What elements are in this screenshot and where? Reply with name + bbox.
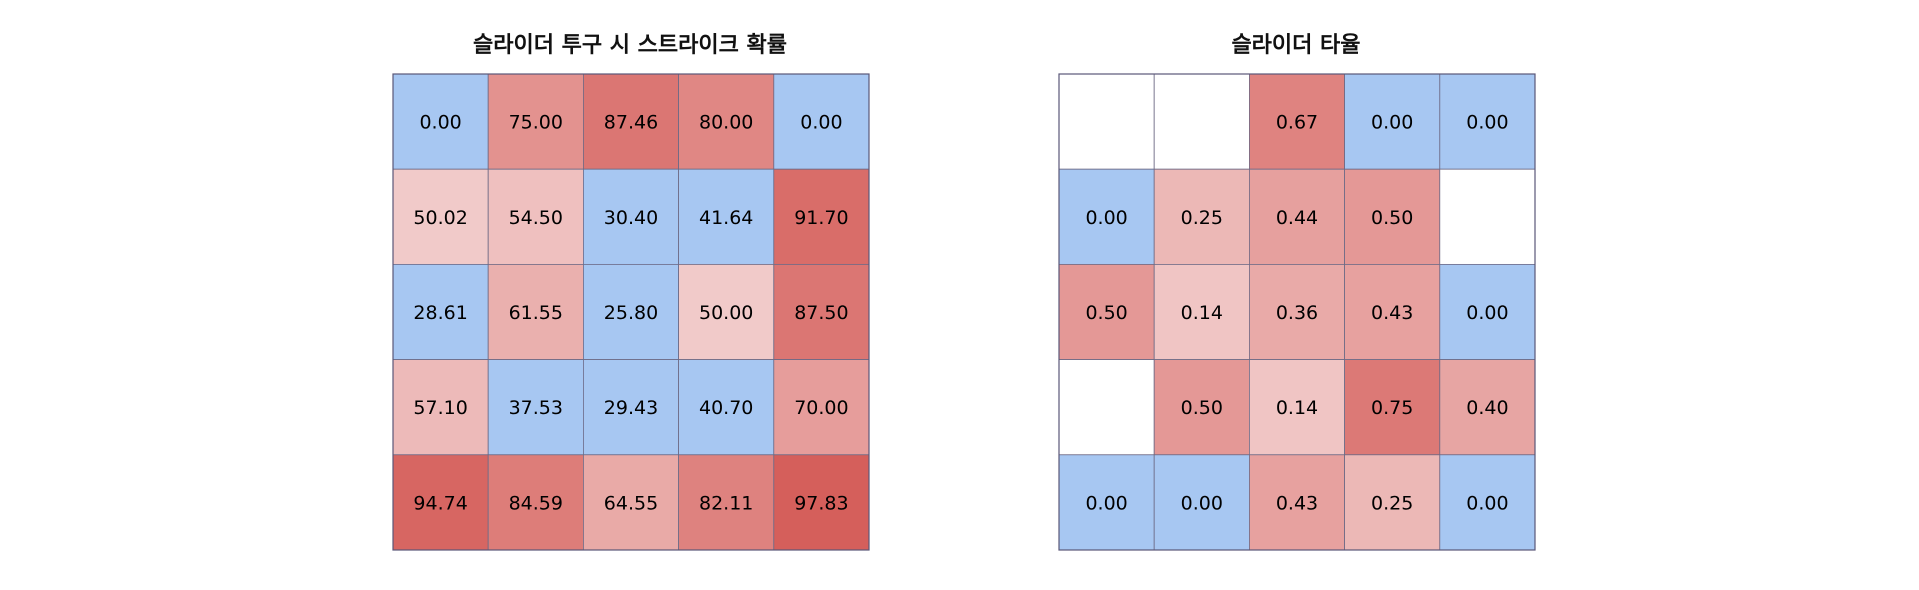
heatmap-cell-r3-c4 <box>773 359 870 456</box>
chart-title-strike-probability: 슬라이더 투구 시 스트라이크 확률 <box>473 33 787 58</box>
heatmap-cell-r1-c2 <box>1249 168 1346 265</box>
heatmap-cell-r2-c1 <box>487 263 584 360</box>
heatmap-cells: 0.00 75.00 87.46 80.00 0.00 50.02 54.50 30.40 41… <box>392 73 870 551</box>
cell-value-label-r4-c0: 94.74 <box>413 492 467 514</box>
cell-value-label-r4-c4: 0.00 <box>1466 492 1508 514</box>
cell-value-label-r0-c2: 87.46 <box>604 112 658 134</box>
cell-value-label-r3-c3: 0.75 <box>1371 397 1413 419</box>
heatmap-cell-r4-c4 <box>1439 454 1536 551</box>
heatmap-cell-r2-c3 <box>678 263 775 360</box>
cell-value-label-r1-c3: 0.50 <box>1371 207 1413 229</box>
cell-value-label-r2-c0: 0.50 <box>1085 302 1127 324</box>
cell-value-label-r2-c4: 87.50 <box>794 302 848 324</box>
cell-value-label-r0-c3: 0.00 <box>1371 112 1413 134</box>
cell-value-label-r4-c2: 64.55 <box>604 492 658 514</box>
cell-value-label-r0-c3: 80.00 <box>699 112 753 134</box>
chart-title-batting-average: 슬라이더 타율 <box>1231 33 1360 58</box>
heatmap-cell-r1-c4 <box>1439 168 1536 265</box>
heatmap-cell-r4-c0 <box>392 454 489 551</box>
cell-value-label-r4-c1: 84.59 <box>509 492 563 514</box>
heatmap-cell-r0-c1 <box>487 73 584 170</box>
heatmap-cell-r1-c3 <box>1344 168 1441 265</box>
cell-value-label-r1-c0: 50.02 <box>413 207 467 229</box>
heatmap-cell-r1-c0 <box>392 168 489 265</box>
heatmap-cell-r0-c4 <box>1439 73 1536 170</box>
heatmap-cell-r3-c0 <box>1058 359 1155 456</box>
heatmap-cell-r0-c3 <box>678 73 775 170</box>
cell-value-label-r2-c0: 28.61 <box>413 302 467 324</box>
heatmap-cell-r3-c4 <box>1439 359 1536 456</box>
cell-value-label-r2-c2: 25.80 <box>604 302 658 324</box>
cell-value-label-r1-c1: 54.50 <box>509 207 563 229</box>
cell-value-label-r2-c3: 0.43 <box>1371 302 1413 324</box>
heatmap-cell-r2-c2 <box>583 263 680 360</box>
cell-value-label-r0-c0: 0.00 <box>419 112 461 134</box>
cell-value-label-r0-c2: 0.67 <box>1276 112 1318 134</box>
heatmap-cell-r2-c2 <box>1249 263 1346 360</box>
heatmap-cell-r3-c3 <box>1344 359 1441 456</box>
heatmap-cell-r4-c1 <box>487 454 584 551</box>
heatmap-cell-r3-c1 <box>487 359 584 456</box>
cell-value-label-r3-c2: 0.14 <box>1276 397 1318 419</box>
cell-value-label-r1-c2: 30.40 <box>604 207 658 229</box>
cell-value-label-r1-c0: 0.00 <box>1085 207 1127 229</box>
strike-probability-heatmap: 슬라이더 투구 시 스트라이크 확률 0.00 75.00 87.46 80.00 0.… <box>392 33 870 551</box>
cell-value-label-r1-c4: 91.70 <box>794 207 848 229</box>
heatmap-frame <box>392 73 870 551</box>
heatmap-cell-r0-c2 <box>1249 73 1346 170</box>
cell-value-label-r4-c0: 0.00 <box>1085 492 1127 514</box>
cell-value-label-r3-c3: 40.70 <box>699 397 753 419</box>
heatmap-cell-r4-c2 <box>1249 454 1346 551</box>
cell-value-label-r4-c4: 97.83 <box>794 492 848 514</box>
heatmap-cell-r1-c0 <box>1058 168 1155 265</box>
heatmap-cell-r0-c0 <box>392 73 489 170</box>
cell-value-label-r1-c3: 41.64 <box>699 207 753 229</box>
cell-value-label-r4-c3: 0.25 <box>1371 492 1413 514</box>
cell-value-label-r1-c1: 0.25 <box>1181 207 1223 229</box>
batting-average-heatmap: 슬라이더 타율 0.67 0.00 0.00 0.00 0.25 0.44 0.50 0.50… <box>1058 33 1536 551</box>
heatmap-cell-r1-c1 <box>1153 168 1250 265</box>
cell-value-label-r3-c2: 29.43 <box>604 397 658 419</box>
cell-value-label-r2-c3: 50.00 <box>699 302 753 324</box>
cell-value-label-r3-c1: 0.50 <box>1181 397 1223 419</box>
heatmap-cell-r4-c2 <box>583 454 680 551</box>
cell-value-label-r3-c0: 57.10 <box>413 397 467 419</box>
cell-value-label-r2-c1: 0.14 <box>1181 302 1223 324</box>
cell-value-label-r4-c1: 0.00 <box>1181 492 1223 514</box>
cell-value-label-r2-c4: 0.00 <box>1466 302 1508 324</box>
heatmap-cell-r2-c4 <box>773 263 870 360</box>
heatmap-cell-r3-c2 <box>583 359 680 456</box>
cell-value-label-r3-c4: 0.40 <box>1466 397 1508 419</box>
cell-value-label-r3-c1: 37.53 <box>509 397 563 419</box>
cell-value-label-r3-c4: 70.00 <box>794 397 848 419</box>
heatmap-cells: 0.67 0.00 0.00 0.00 0.25 0.44 0.50 0.50 0.14 0.36… <box>1058 73 1536 551</box>
heatmap-cell-r4-c3 <box>1344 454 1441 551</box>
cell-value-label-r0-c1: 75.00 <box>509 112 563 134</box>
heatmap-cell-r0-c1 <box>1153 73 1250 170</box>
cell-value-label-r1-c2: 0.44 <box>1276 207 1318 229</box>
cell-value-label-r2-c2: 0.36 <box>1276 302 1318 324</box>
heatmap-cell-r3-c1 <box>1153 359 1250 456</box>
cell-value-label-r4-c3: 82.11 <box>699 492 753 514</box>
heatmap-cell-r2-c3 <box>1344 263 1441 360</box>
heatmap-cell-r4-c4 <box>773 454 870 551</box>
cell-value-label-r0-c4: 0.00 <box>800 112 842 134</box>
heatmap-cell-r3-c2 <box>1249 359 1346 456</box>
heatmap-cell-r0-c3 <box>1344 73 1441 170</box>
heatmap-cell-r0-c0 <box>1058 73 1155 170</box>
cell-value-label-r2-c1: 61.55 <box>509 302 563 324</box>
heatmap-cell-r1-c4 <box>773 168 870 265</box>
heatmap-frame <box>1058 73 1536 551</box>
cell-value-label-r0-c4: 0.00 <box>1466 112 1508 134</box>
heatmap-cell-r3-c3 <box>678 359 775 456</box>
cell-value-label-r4-c2: 0.43 <box>1276 492 1318 514</box>
heatmap-cell-r1-c2 <box>583 168 680 265</box>
heatmap-cell-r0-c4 <box>773 73 870 170</box>
